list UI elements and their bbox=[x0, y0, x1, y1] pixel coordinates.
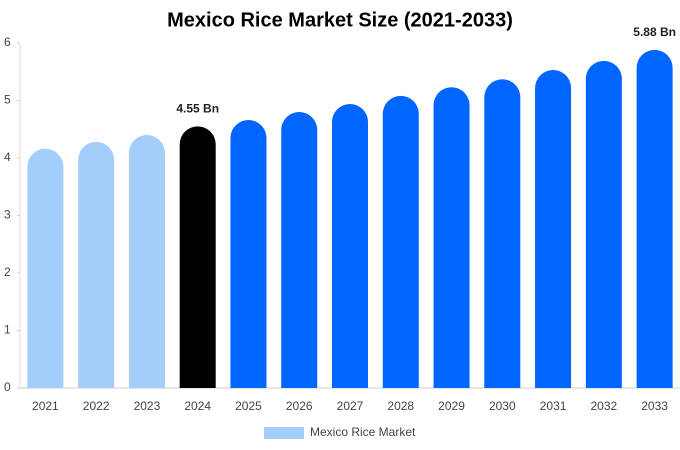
bar bbox=[484, 79, 521, 388]
bar bbox=[433, 87, 470, 389]
x-tick-label: 2023 bbox=[134, 399, 161, 413]
x-tick-label: 2033 bbox=[641, 399, 668, 413]
x-tick-label: 2031 bbox=[540, 399, 567, 413]
y-tick-label: 2 bbox=[4, 265, 11, 279]
x-tick-label: 2030 bbox=[489, 399, 516, 413]
x-tick-label: 2032 bbox=[590, 399, 617, 413]
bar bbox=[179, 126, 216, 388]
x-tick-label: 2028 bbox=[387, 399, 414, 413]
x-tick-label: 2029 bbox=[438, 399, 465, 413]
bar bbox=[281, 112, 318, 388]
bar bbox=[382, 95, 419, 389]
legend-swatch bbox=[264, 427, 304, 439]
bar bbox=[230, 120, 267, 389]
x-tick-label: 2026 bbox=[286, 399, 313, 413]
y-tick-label: 6 bbox=[4, 35, 11, 49]
bar bbox=[332, 103, 368, 388]
y-tick-label: 1 bbox=[4, 323, 11, 337]
x-tick-label: 2025 bbox=[235, 399, 262, 413]
y-tick-label: 0 bbox=[4, 380, 11, 394]
y-tick-label: 3 bbox=[4, 208, 11, 222]
bar bbox=[128, 135, 165, 388]
y-tick-label: 4 bbox=[4, 150, 11, 164]
bar bbox=[78, 141, 115, 388]
bar bbox=[636, 49, 673, 389]
x-tick-label: 2024 bbox=[184, 399, 211, 413]
y-tick-label: 5 bbox=[4, 93, 11, 107]
legend-label: Mexico Rice Market bbox=[310, 425, 416, 439]
chart-title: Mexico Rice Market Size (2021-2033) bbox=[167, 9, 513, 31]
value-label: 5.88 Bn bbox=[633, 25, 676, 39]
x-tick-label: 2022 bbox=[83, 399, 110, 413]
x-tick-label: 2027 bbox=[337, 399, 364, 413]
bar bbox=[535, 70, 572, 389]
value-label: 4.55 Bn bbox=[176, 102, 219, 116]
bar bbox=[27, 148, 64, 388]
bar bbox=[585, 60, 622, 388]
x-tick-label: 2021 bbox=[32, 399, 59, 413]
